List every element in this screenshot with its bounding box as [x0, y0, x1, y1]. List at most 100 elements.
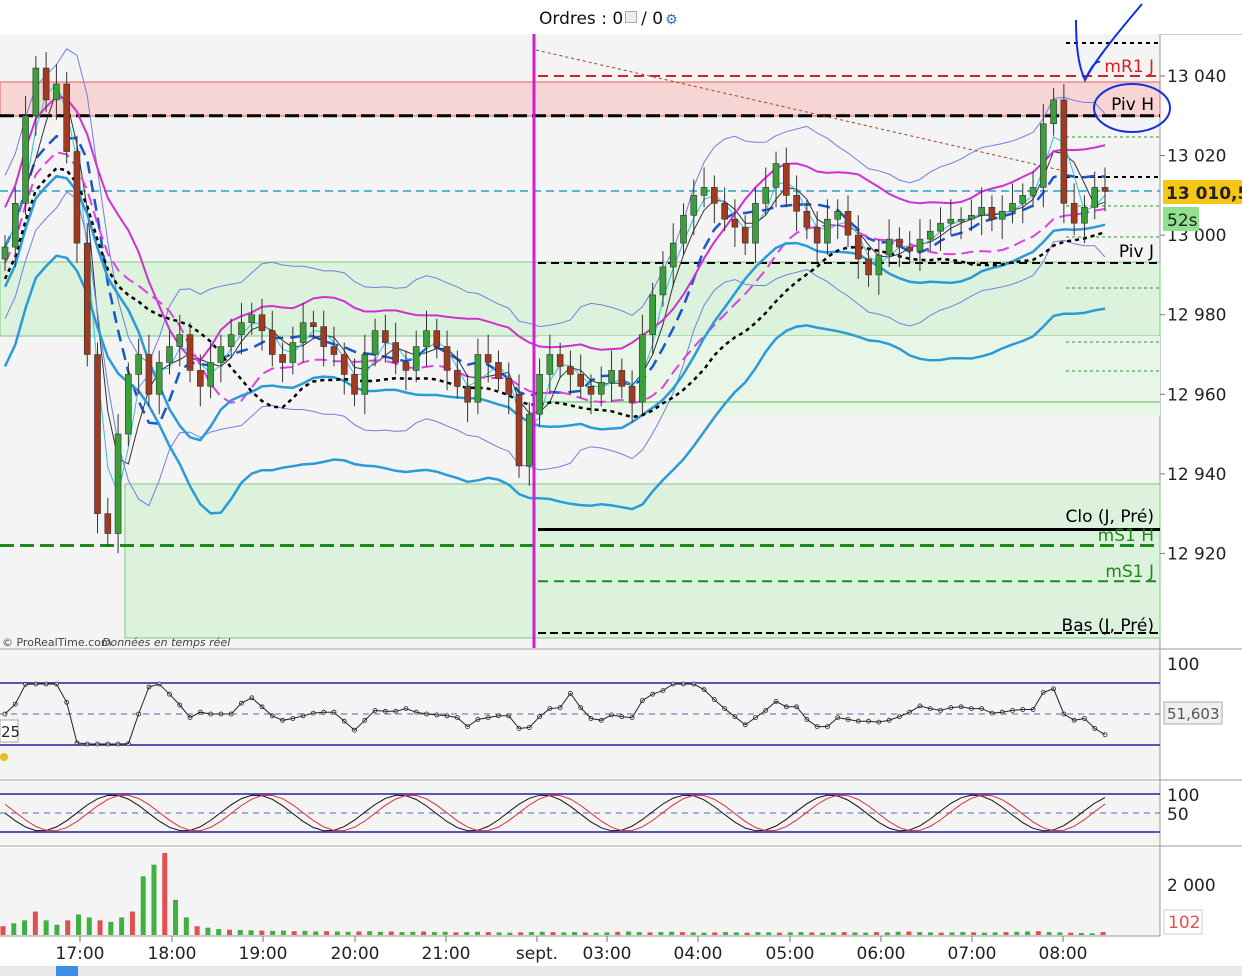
- candle: [1081, 206, 1088, 224]
- candle: [700, 187, 708, 196]
- orders-box-icon: [625, 11, 638, 23]
- candle: [998, 210, 1006, 220]
- volume-bar: [22, 920, 28, 935]
- candle: [484, 354, 492, 363]
- x-tick-label: 06:00: [857, 944, 906, 964]
- candle: [227, 334, 235, 347]
- volume-bar: [86, 917, 92, 935]
- candle: [608, 370, 615, 383]
- candle: [824, 218, 831, 244]
- orders-indicator[interactable]: Ordres : 0 / 0 ⚙: [539, 9, 678, 29]
- volume-bar: [1025, 931, 1031, 935]
- candle: [268, 330, 276, 355]
- volume-bar: [345, 931, 351, 935]
- x-tick-label: 04:00: [674, 944, 723, 964]
- volume-bar: [75, 914, 81, 935]
- candle: [937, 222, 944, 232]
- level-label: mR1 J: [1104, 57, 1154, 77]
- volume-bar: [216, 929, 222, 935]
- x-tick-label: 08:00: [1039, 944, 1088, 964]
- volume-bar: [776, 932, 782, 935]
- volume-bar: [809, 932, 815, 935]
- candle: [577, 374, 585, 387]
- candle: [402, 362, 410, 371]
- vwap-band-lower-2: [3, 254, 1106, 515]
- volume-bar: [669, 931, 675, 935]
- volume-value-badge: [1163, 909, 1203, 935]
- candle: [279, 354, 286, 363]
- volume-bar: [453, 932, 459, 935]
- volume-bar: [863, 932, 869, 935]
- volume-bar: [173, 899, 179, 935]
- y-tick-label: 12 940: [1167, 465, 1226, 485]
- y-axis: 13 040 13 020 13 000 12 980 12 960 12 940 12 9…: [1160, 67, 1226, 896]
- alert-bell-icon[interactable]: [0, 753, 8, 761]
- gear-icon[interactable]: ⚙: [665, 12, 678, 28]
- volume-bar: [291, 931, 297, 935]
- candle: [618, 370, 626, 387]
- candle: [423, 330, 430, 347]
- x-tick-label: 18:00: [148, 944, 197, 964]
- oscillator-left-value: 25: [1, 723, 20, 741]
- candle: [176, 334, 184, 347]
- candle: [813, 226, 821, 244]
- candle: [73, 151, 81, 244]
- volume-bar: [561, 932, 567, 935]
- candle: [155, 362, 163, 395]
- volume-bar: [625, 931, 631, 935]
- candle: [968, 214, 975, 220]
- horizontal-scrollbar[interactable]: [0, 966, 1242, 976]
- volume-bar: [11, 923, 17, 935]
- volume-bar: [755, 932, 761, 935]
- candle: [1060, 99, 1068, 204]
- candle: [844, 210, 852, 236]
- volume-bar: [874, 932, 880, 935]
- candle: [803, 210, 811, 228]
- candles-layer: [1, 52, 1109, 554]
- candle: [752, 203, 759, 244]
- volume-bar: [205, 927, 211, 935]
- candle: [42, 67, 50, 101]
- hand-drawn-arrow-head: [1084, 60, 1101, 81]
- volume-bar: [356, 931, 362, 935]
- volume-bar: [226, 929, 232, 935]
- volume-bar: [733, 932, 739, 935]
- volume-bar: [884, 932, 890, 935]
- candle: [197, 370, 204, 387]
- volume-bar: [518, 932, 524, 935]
- candle: [649, 294, 656, 335]
- level-label: mS1 J: [1105, 562, 1154, 582]
- volume-bar: [183, 917, 189, 935]
- candle: [474, 354, 482, 403]
- candle: [978, 206, 985, 216]
- volume-bar: [1035, 931, 1041, 935]
- candle: [783, 163, 790, 196]
- candle: [11, 203, 19, 248]
- volume-bar: [712, 932, 718, 935]
- x-tick-label: 05:00: [766, 944, 815, 964]
- volume-bar: [464, 932, 470, 935]
- volume-bar: [917, 932, 923, 935]
- oscillator-value: 51,603: [1167, 705, 1220, 723]
- candle: [207, 362, 214, 387]
- y-tick-label: 100: [1167, 786, 1199, 806]
- volume-bar: [313, 931, 319, 935]
- level-label: mS1 H: [1098, 526, 1154, 546]
- volume-bar: [593, 932, 599, 935]
- volume-bar: [971, 932, 977, 935]
- volume-bar: [1068, 932, 1074, 935]
- volume-bar: [701, 932, 707, 935]
- scrollbar-thumb[interactable]: [56, 966, 78, 976]
- candle: [310, 322, 317, 327]
- volume-bar: [388, 931, 394, 935]
- candle: [865, 258, 872, 276]
- vwap-dotted: [3, 166, 1106, 419]
- candle: [320, 326, 327, 347]
- volume-bar: [539, 931, 545, 935]
- candle: [834, 210, 842, 220]
- candle: [505, 378, 513, 395]
- candle: [957, 218, 965, 222]
- candle: [114, 433, 122, 534]
- y-tick-label: 13 000: [1167, 226, 1226, 246]
